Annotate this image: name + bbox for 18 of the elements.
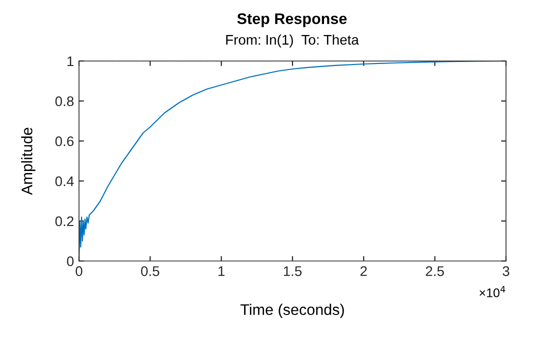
x-tick-label: 2.5 (426, 266, 444, 276)
y-tick-label: 1 (67, 56, 74, 66)
x-tick-label: 0.5 (141, 266, 160, 276)
x-axis-title: Time (seconds) (240, 304, 344, 318)
y-tick-label: 0.2 (55, 216, 74, 226)
x-tick-label: 3 (502, 266, 510, 276)
x-tick-label: 0 (76, 266, 82, 276)
x-tick-label: 1 (218, 266, 225, 276)
x-tick-label: 2 (360, 266, 367, 276)
y-tick-label: 0 (66, 256, 74, 266)
y-tick-label: 0.4 (55, 176, 74, 186)
y-tick-label: 0.8 (55, 96, 74, 106)
y-axis-title: Amplitude (21, 128, 36, 195)
chart-subtitle: From: In(1) To: Theta (226, 34, 359, 48)
x-tick-label: 1.5 (284, 266, 302, 276)
chart-title: Step Response (237, 13, 347, 28)
y-tick-label: 0.6 (55, 136, 74, 146)
text: ×10$^{4}$ (480, 286, 506, 298)
